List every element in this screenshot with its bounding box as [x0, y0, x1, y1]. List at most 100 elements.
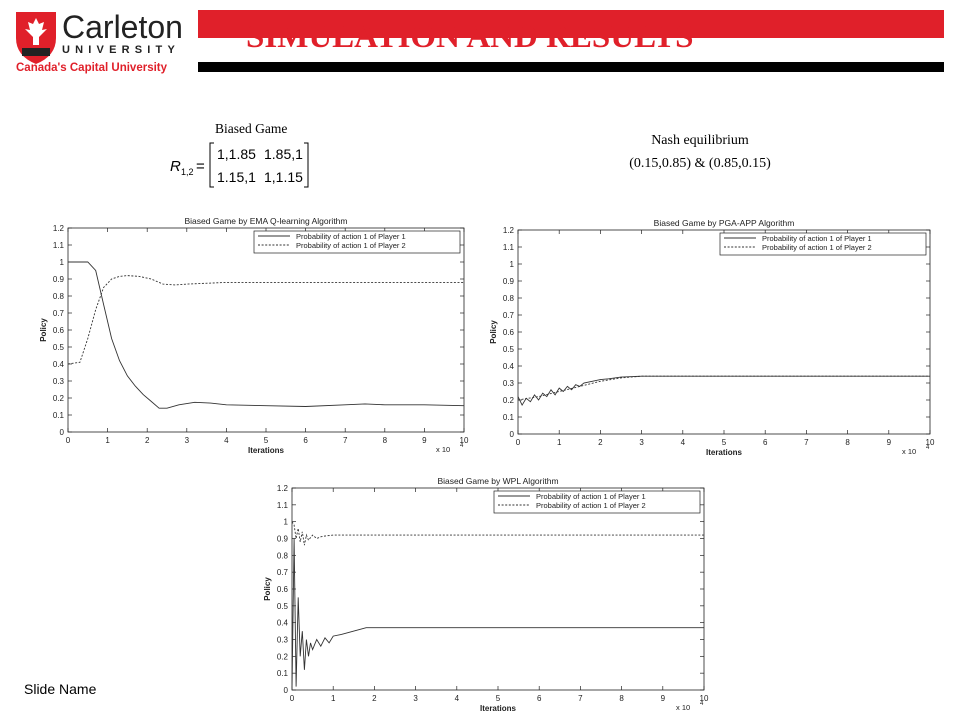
matrix-cell-1-0: 1.15,1 — [217, 169, 256, 185]
page-title: SIMULATION AND RESULTS — [246, 19, 694, 55]
x-tick-label: 5 — [722, 438, 727, 447]
y-tick-label: 0.7 — [277, 568, 289, 577]
matrix-cell-0-1: 1.85,1 — [264, 146, 303, 162]
plot-area — [517, 229, 931, 435]
y-tick-label: 1.2 — [53, 224, 65, 233]
x-tick-label: 8 — [845, 438, 850, 447]
y-tick-label: 0.8 — [53, 292, 65, 301]
x-tick-label: 8 — [619, 694, 624, 703]
y-tick-label: 1 — [60, 258, 65, 267]
x-tick-label: 6 — [763, 438, 768, 447]
y-tick-label: 1.2 — [503, 226, 515, 235]
x-multiplier: x 10 — [676, 703, 690, 712]
header-red-bar — [198, 10, 944, 38]
plot-area — [67, 227, 465, 433]
chart-wpl: Biased Game by WPL Algorithm 0 0.1 0.2 0.3 0.… — [263, 476, 709, 712]
nash-value: (0.15,0.85) & (0.85,0.15) — [629, 156, 771, 171]
y-tick-label: 1 — [510, 260, 515, 269]
x-tick-label: 1 — [105, 436, 110, 445]
y-tick-label: 0.2 — [277, 652, 289, 661]
x-tick-label: 4 — [455, 694, 460, 703]
y-tick-label: 1 — [284, 518, 289, 527]
x-tick-label: 6 — [537, 694, 542, 703]
plot-area — [291, 487, 705, 691]
x-tick-label: 7 — [804, 438, 809, 447]
y-tick-label: 0.7 — [503, 311, 515, 320]
x-exponent: 4 — [460, 443, 464, 449]
y-tick-label: 0.8 — [277, 551, 289, 560]
x-tick-label: 10 — [700, 694, 709, 703]
y-axis-label: Policy — [263, 577, 272, 601]
x-tick-label: 9 — [661, 694, 666, 703]
matrix-subscript: 1,2 — [181, 167, 194, 177]
y-tick-label: 0.5 — [277, 602, 289, 611]
legend-box — [493, 490, 701, 514]
y-tick-label: 0.1 — [277, 669, 289, 678]
x-tick-label: 10 — [926, 438, 935, 447]
y-tick-label: 0.5 — [503, 345, 515, 354]
nash-label: Nash equilibrium — [651, 133, 749, 148]
x-axis-label: Iterations — [706, 448, 743, 457]
x-tick-label: 0 — [516, 438, 521, 447]
x-tick-label: 10 — [460, 436, 469, 445]
x-axis-label: Iterations — [480, 704, 517, 712]
series-line-1 — [291, 538, 704, 691]
y-tick-label: 0.6 — [53, 326, 65, 335]
legend-box — [253, 230, 461, 254]
y-tick-label: 0.5 — [53, 343, 65, 352]
x-tick-label: 4 — [681, 438, 686, 447]
x-tick-label: 5 — [264, 436, 269, 445]
chart-ema-q-learning: Biased Game by EMA Q-learning Algorithm 0… — [39, 216, 469, 455]
y-tick-label: 0.9 — [277, 535, 289, 544]
legend-label-2: Probability of action 1 of Player 2 — [296, 241, 406, 250]
y-tick-label: 0.9 — [503, 277, 515, 286]
y-tick-label: 0.1 — [53, 411, 65, 420]
y-tick-label: 1.2 — [277, 484, 289, 493]
x-tick-label: 9 — [422, 436, 427, 445]
y-tick-label: 1.1 — [277, 501, 289, 510]
y-axis-label: Policy — [489, 320, 498, 344]
x-tick-label: 0 — [290, 694, 295, 703]
legend-label-1: Probability of action 1 of Player 1 — [296, 232, 406, 241]
header-black-bar — [198, 62, 944, 72]
y-tick-label: 0.4 — [503, 362, 515, 371]
chart-pga-app: Biased Game by PGA-APP Algorithm 0 0.1 0.2 0… — [489, 218, 935, 457]
maple-leaf-shield-icon — [16, 12, 56, 64]
chart-title: Biased Game by WPL Algorithm — [437, 476, 558, 486]
legend-label-2: Probability of action 1 of Player 2 — [536, 501, 646, 510]
x-multiplier: x 10 — [902, 447, 916, 456]
chart-title: Biased Game by PGA-APP Algorithm — [654, 218, 795, 228]
header-white-gap — [198, 38, 944, 62]
logo-university: UNIVERSITY — [62, 44, 180, 56]
logo-tagline: Canada's Capital University — [16, 62, 168, 74]
legend-label-2: Probability of action 1 of Player 2 — [762, 243, 872, 252]
x-tick-label: 7 — [578, 694, 583, 703]
svg-text:=: = — [196, 158, 205, 175]
matrix-symbol: R — [170, 158, 181, 175]
x-tick-label: 7 — [343, 436, 348, 445]
y-tick-label: 0 — [510, 430, 515, 439]
y-tick-label: 0.7 — [53, 309, 65, 318]
legend-box — [719, 232, 927, 256]
y-tick-label: 0 — [284, 686, 289, 695]
y-tick-label: 0.2 — [53, 394, 65, 403]
y-tick-label: 0.9 — [53, 275, 65, 284]
y-tick-label: 0.3 — [277, 636, 289, 645]
y-tick-label: 0.6 — [277, 585, 289, 594]
biased-game-label: Biased Game — [215, 121, 288, 136]
chart-title: Biased Game by EMA Q-learning Algorithm — [185, 216, 348, 226]
x-exponent: 4 — [926, 445, 930, 451]
x-multiplier: x 10 — [436, 445, 450, 454]
x-tick-label: 3 — [185, 436, 190, 445]
y-tick-label: 0.4 — [277, 619, 289, 628]
x-exponent: 4 — [700, 701, 704, 707]
y-tick-label: 0.8 — [503, 294, 515, 303]
y-tick-label: 0.3 — [503, 379, 515, 388]
matrix-cell-0-0: 1,1.85 — [217, 146, 256, 162]
series-line-2 — [517, 375, 930, 401]
y-tick-label: 0.2 — [503, 396, 515, 405]
y-tick-label: 0.1 — [503, 413, 515, 422]
y-tick-label: 0.4 — [53, 360, 65, 369]
slide-name: Slide Name — [24, 681, 97, 697]
legend-label-1: Probability of action 1 of Player 1 — [536, 492, 646, 501]
